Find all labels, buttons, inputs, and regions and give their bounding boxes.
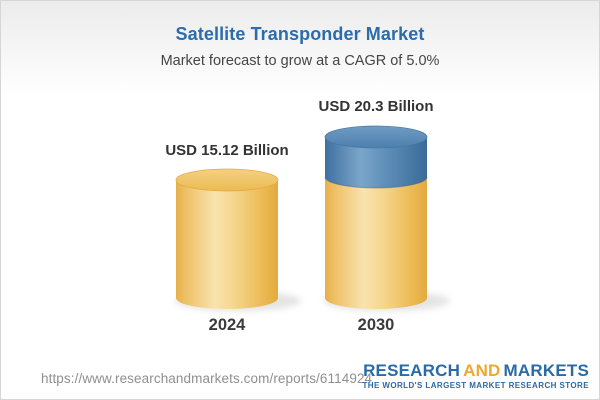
brand-logo-wordmark: RESEARCH AND MARKETS [362,362,589,379]
brand-word-research: RESEARCH [363,361,461,380]
report-url: https://www.researchandmarkets.com/repor… [41,371,373,386]
cylinder-bar-2030 [324,125,428,309]
chart-subtitle: Market forecast to grow at a CAGR of 5.0… [160,53,440,69]
brand-word-and: AND [463,361,501,380]
category-label-2024: 2024 [208,316,246,334]
cylinder-bar-2024 [175,168,279,309]
value-label-2030: USD 20.3 Billion [318,98,434,115]
chart-title: Satellite Transponder Market [175,24,425,44]
brand-tagline: THE WORLD'S LARGEST MARKET RESEARCH STOR… [362,381,589,390]
value-label-2024: USD 15.12 Billion [165,142,289,159]
brand-logo: RESEARCH AND MARKETS THE WORLD'S LARGEST M… [362,362,589,390]
brand-word-markets: MARKETS [503,361,589,380]
chart-header: Satellite Transponder Market Market fore… [1,1,599,95]
category-label-2030: 2030 [357,316,395,334]
